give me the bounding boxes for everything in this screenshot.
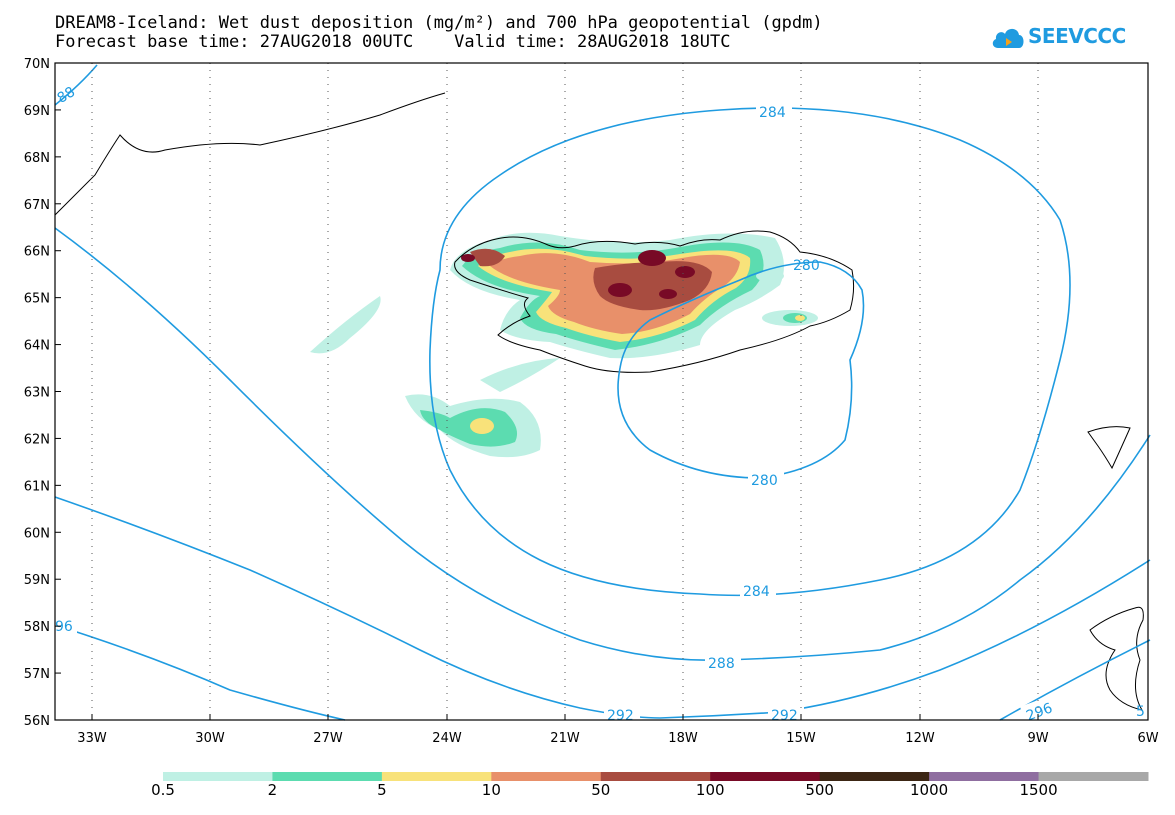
- geopotential-contours: [54, 64, 1151, 721]
- legend-swatch: [600, 772, 711, 781]
- legend-label: 500: [805, 781, 834, 799]
- legend-swatch: [163, 772, 273, 781]
- latitude-label: 66N: [24, 245, 50, 260]
- legend-label: 100: [695, 781, 725, 799]
- map-frame: [54, 62, 1149, 721]
- coastlines: [54, 92, 1144, 711]
- latitude-label: 59N: [24, 573, 50, 588]
- latitude-label: 65N: [24, 292, 50, 307]
- legend-swatch: [491, 772, 602, 781]
- deposition-sw-streak: [480, 358, 560, 392]
- legend-label: 10: [481, 781, 501, 799]
- chart-subtitle: Forecast base time: 27AUG2018 00UTC Vali…: [55, 32, 731, 52]
- legend-swatch: [381, 772, 492, 781]
- latitude-labels: 70N 69N 68N 67N 66N 65N 64N 63N 62N 61N 60N 59N 58N 5…: [24, 57, 50, 729]
- deposition-east-patch-max: [795, 315, 805, 321]
- legend-label: 5: [377, 781, 387, 799]
- latitude-label: 63N: [24, 386, 50, 401]
- longitude-label: 33W: [77, 731, 107, 746]
- contour-288-nw: [54, 64, 98, 106]
- seevccc-logo: SEEVCCC: [990, 20, 1140, 56]
- legend-label: 2: [267, 781, 278, 799]
- deposition-max-2: [608, 283, 632, 297]
- legend-label: 1000: [910, 781, 949, 799]
- cloud-logo-icon: [992, 28, 1024, 48]
- latitude-label: 57N: [24, 667, 50, 682]
- contour-288: [54, 227, 1151, 661]
- contour-label: 96: [55, 619, 73, 635]
- latitude-label: 69N: [24, 104, 50, 119]
- legend-swatch: [819, 772, 930, 781]
- deposition-east-patch-2: [756, 270, 784, 282]
- legend-label: 0.5: [151, 781, 175, 799]
- legend-colorbar: [163, 772, 1149, 781]
- contour-label: 284: [743, 584, 770, 600]
- latitude-label: 58N: [24, 620, 50, 635]
- deposition-sw-blob-max: [470, 418, 494, 434]
- deposition-max-3: [675, 266, 695, 278]
- latitude-label: 62N: [24, 432, 50, 447]
- axis-ticks: [55, 62, 1149, 721]
- latitude-label: 67N: [24, 198, 50, 213]
- deposition-max-5: [461, 254, 475, 262]
- graticule: [91, 63, 1039, 720]
- longitude-label: 21W: [550, 731, 580, 746]
- scotland-coast: [1089, 606, 1144, 711]
- deposition-area-brown-west: [470, 248, 505, 267]
- longitude-label: 30W: [195, 731, 225, 746]
- legend-swatch: [272, 772, 383, 781]
- legend-swatch: [929, 772, 1040, 781]
- contour-296: [54, 624, 346, 721]
- contour-label: 88: [55, 84, 78, 107]
- legend-label: 1500: [1019, 781, 1058, 799]
- longitude-label: 18W: [668, 731, 698, 746]
- latitude-label: 60N: [24, 526, 50, 541]
- longitude-label: 12W: [905, 731, 935, 746]
- contour-label: 288: [708, 656, 735, 672]
- contour-label: 280: [793, 258, 820, 274]
- legend-swatch: [1038, 772, 1149, 781]
- contour-label: 292: [771, 708, 798, 724]
- latitude-label: 68N: [24, 151, 50, 166]
- chart-title: DREAM8-Iceland: Wet dust deposition (mg/…: [55, 13, 823, 33]
- longitude-label: 27W: [313, 731, 343, 746]
- legend-swatch: [710, 772, 821, 781]
- longitude-labels: 33W 30W 27W 24W 21W 18W 15W 12W 9W 6W: [77, 731, 1158, 746]
- contour-label: 5: [1136, 704, 1145, 720]
- deposition-max-1: [638, 250, 666, 266]
- faroe-coast: [1087, 426, 1131, 470]
- deposition-sw-plume: [310, 296, 381, 354]
- latitude-label: 64N: [24, 339, 50, 354]
- longitude-label: 15W: [786, 731, 816, 746]
- iceland-coast: [454, 230, 855, 373]
- contour-labels: 284 280 280 284 288 292 292 296 88 96 5: [55, 84, 1145, 724]
- deposition-max-4: [659, 289, 677, 299]
- contour-284: [429, 107, 1071, 597]
- longitude-label: 6W: [1137, 731, 1158, 746]
- latitude-label: 56N: [24, 714, 50, 729]
- contour-280: [617, 261, 865, 479]
- latitude-label: 70N: [24, 57, 50, 72]
- logo-text: SEEVCCC: [1028, 24, 1126, 48]
- legend-label: 50: [591, 781, 611, 799]
- contour-label: 284: [759, 105, 786, 121]
- contour-label: 292: [607, 708, 634, 724]
- longitude-label: 9W: [1027, 731, 1048, 746]
- longitude-label: 24W: [432, 731, 462, 746]
- dust-deposition-field: [310, 232, 818, 458]
- greenland-coast: [54, 92, 446, 216]
- contour-296-east: [999, 639, 1151, 721]
- contour-label: 280: [751, 473, 778, 489]
- latitude-label: 61N: [24, 479, 50, 494]
- deposition-sw-blob-core: [420, 408, 518, 447]
